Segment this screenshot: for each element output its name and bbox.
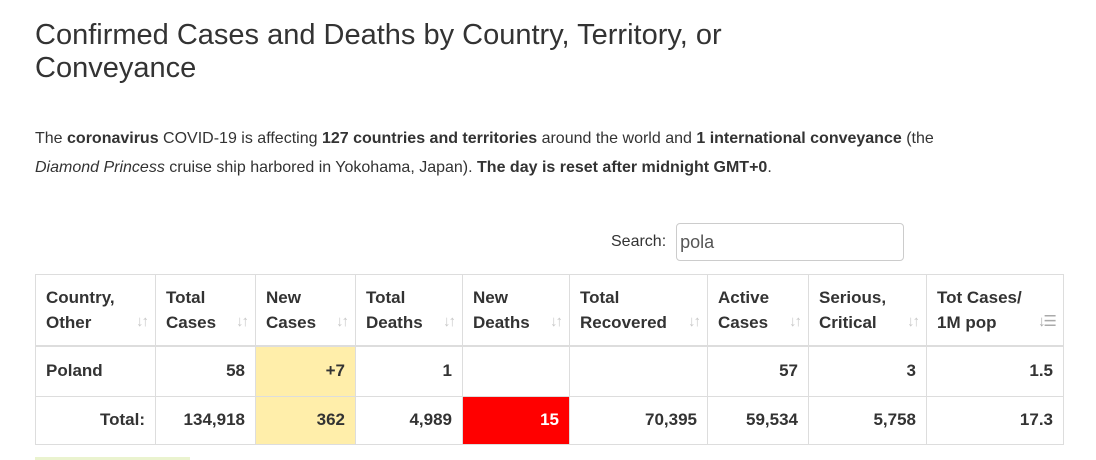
header-line: Critical — [819, 313, 877, 332]
sort-arrows-icon: ↓↑ — [688, 313, 701, 330]
header-line: Country, — [46, 288, 115, 307]
header-line: Serious, — [819, 288, 887, 307]
header-line: Deaths — [366, 313, 423, 332]
sort-arrows-icon: ↓↑ — [550, 313, 563, 330]
intro-bold-conveyance: 1 international conveyance — [696, 130, 902, 147]
header-line: Recovered — [580, 313, 667, 332]
cell-country: Poland — [35, 345, 156, 397]
sort-amount-down-icon: ↓☰ — [1038, 313, 1057, 330]
sort-arrows-icon: ↓↑ — [136, 313, 149, 330]
intro-text: cruise ship harbored in Yokohama, Japan)… — [164, 159, 478, 176]
sort-arrows-icon: ↓↑ — [907, 313, 920, 330]
intro-text: COVID-19 is affecting — [158, 130, 322, 147]
total-row: Total: 134,918 362 4,989 15 70,395 59,53… — [35, 395, 1064, 445]
intro-italic-ship: Diamond Princess — [35, 159, 165, 176]
intro-bold-coronavirus: coronavirus — [67, 130, 159, 147]
cell-new-cases: 362 — [255, 395, 356, 445]
header-line: Deaths — [473, 313, 530, 332]
cell-total-cases: 58 — [155, 345, 256, 397]
column-header-per-million[interactable]: Tot Cases/1M pop ↓☰ — [926, 274, 1064, 347]
cell-total-recovered — [569, 345, 708, 397]
header-line: Total — [366, 288, 406, 307]
cell-new-deaths — [462, 345, 570, 397]
cell-total-recovered: 70,395 — [569, 395, 708, 445]
sort-arrows-icon: ↓↑ — [789, 313, 802, 330]
sort-arrows-icon: ↓↑ — [336, 313, 349, 330]
sort-arrows-icon: ↓↑ — [443, 313, 456, 330]
cell-serious-critical: 3 — [808, 345, 927, 397]
column-header-total-recovered[interactable]: Total Recovered ↓↑ — [569, 274, 708, 347]
cell-new-deaths: 15 — [462, 395, 570, 445]
sort-arrows-icon: ↓↑ — [236, 313, 249, 330]
column-header-active-cases[interactable]: Active Cases ↓↑ — [707, 274, 809, 347]
cell-total-deaths: 1 — [355, 345, 463, 397]
header-line: Other — [46, 313, 92, 332]
cell-total-cases: 134,918 — [155, 395, 256, 445]
intro-text: The — [35, 130, 68, 147]
intro-text: around the world and — [537, 130, 697, 147]
header-line: Cases — [166, 313, 217, 332]
cell-total-label: Total: — [35, 395, 156, 445]
cell-serious-critical: 5,758 — [808, 395, 927, 445]
intro-paragraph: The coronavirus COVID-19 is affecting 12… — [35, 124, 935, 182]
intro-bold-reset: The day is reset after midnight GMT+0 — [477, 159, 768, 176]
page-title: Confirmed Cases and Deaths by Country, T… — [35, 19, 722, 84]
column-header-country[interactable]: Country, Other ↓↑ — [35, 274, 156, 347]
cell-total-deaths: 4,989 — [355, 395, 463, 445]
header-row: Country, Other ↓↑ Total Cases ↓↑ New Cases ↓↑ … — [35, 274, 1064, 347]
column-header-new-cases[interactable]: New Cases ↓↑ — [255, 274, 356, 347]
cell-active-cases: 57 — [707, 345, 809, 397]
header-line: New — [266, 288, 301, 307]
cell-active-cases: 59,534 — [707, 395, 809, 445]
search-label: Search: — [611, 233, 667, 250]
header-line: Cases — [266, 313, 317, 332]
cases-table: Country, Other ↓↑ Total Cases ↓↑ New Cases ↓↑ … — [35, 274, 1064, 445]
table-row: Poland 58 +7 1 57 3 1.5 — [35, 345, 1064, 397]
column-header-new-deaths[interactable]: New Deaths ↓↑ — [462, 274, 570, 347]
header-line: Active — [718, 288, 770, 307]
cell-per-million: 1.5 — [926, 345, 1064, 397]
intro-text: (the — [901, 130, 934, 147]
header-line: New — [473, 288, 508, 307]
column-header-total-deaths[interactable]: Total Deaths ↓↑ — [355, 274, 463, 347]
intro-bold-countries: 127 countries and territories — [321, 130, 538, 147]
header-line: Cases — [718, 313, 769, 332]
search-input[interactable] — [676, 223, 905, 261]
bottom-strip — [35, 457, 190, 460]
header-line: Total — [580, 288, 620, 307]
header-line: Total — [166, 288, 206, 307]
column-header-serious-critical[interactable]: Serious, Critical ↓↑ — [808, 274, 927, 347]
column-header-total-cases[interactable]: Total Cases ↓↑ — [155, 274, 256, 347]
header-line: Tot Cases/ — [937, 288, 1022, 307]
cell-per-million: 17.3 — [926, 395, 1064, 445]
table-search: Search: — [611, 223, 905, 261]
header-line: 1M pop — [937, 313, 997, 332]
intro-text: . — [767, 159, 772, 176]
cell-new-cases: +7 — [255, 345, 356, 397]
